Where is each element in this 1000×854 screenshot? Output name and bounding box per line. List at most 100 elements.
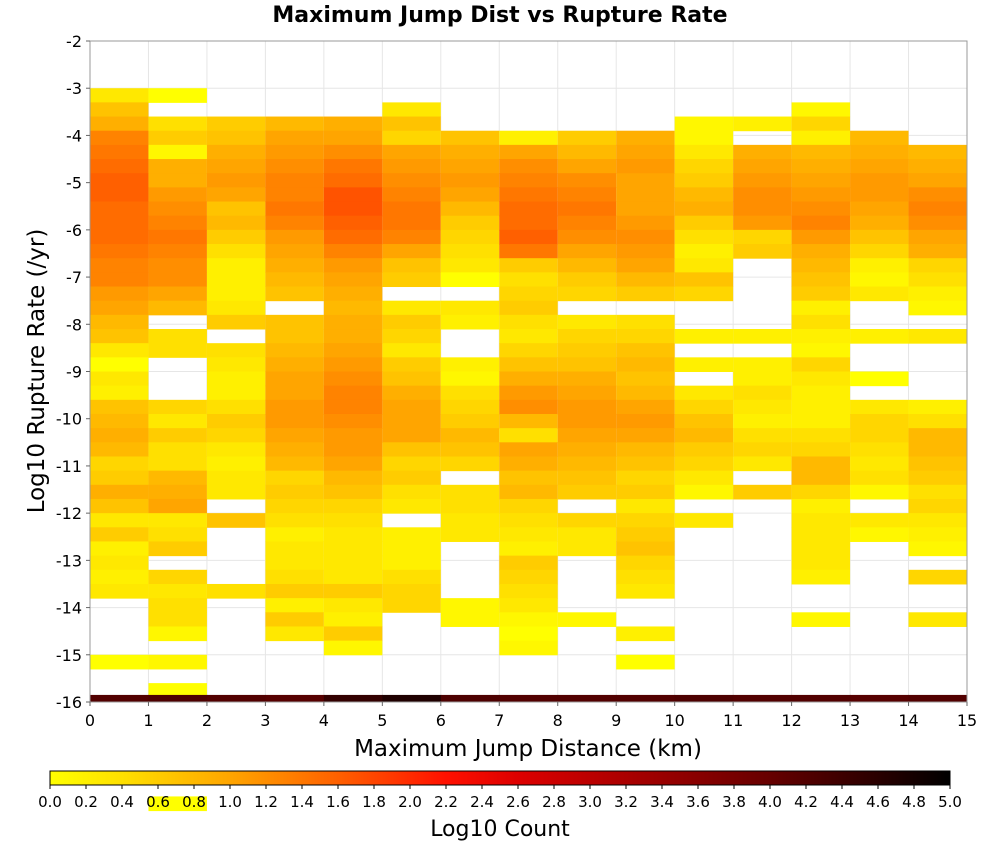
colorbar-tick-label: 2.2 (434, 793, 458, 811)
heatmap-cell (733, 144, 792, 160)
heatmap-cell (148, 130, 207, 146)
heatmap-cell (323, 385, 383, 401)
heatmap-cell (499, 694, 559, 702)
heatmap-cell (908, 694, 968, 702)
heatmap-cell (323, 694, 383, 702)
heatmap-cell (908, 456, 967, 472)
heatmap-cell (674, 130, 734, 146)
heatmap-cell (616, 173, 675, 188)
y-tick-label: -16 (56, 693, 82, 712)
heatmap-cell (850, 173, 909, 188)
heatmap-cell (791, 229, 851, 245)
heatmap-cell (557, 428, 617, 443)
x-tick-label: 12 (781, 711, 801, 730)
heatmap-cell (265, 159, 324, 174)
heatmap-cell (440, 442, 500, 457)
x-tick-label: 15 (957, 711, 977, 730)
heatmap-cell (148, 683, 207, 698)
heatmap-cell (499, 286, 558, 302)
heatmap-cell (908, 201, 967, 217)
heatmap-cell (440, 413, 500, 429)
heatmap-cell (791, 456, 851, 472)
heatmap-cell (791, 187, 851, 203)
heatmap-cell (674, 215, 734, 231)
heatmap-cell (323, 187, 383, 203)
heatmap-cell (908, 272, 967, 288)
heatmap-cell (791, 102, 851, 118)
y-tick-label: -4 (66, 126, 82, 145)
heatmap-cell (323, 399, 383, 415)
heatmap-cell (733, 329, 792, 344)
heatmap-cell (791, 498, 851, 514)
y-tick-label: -11 (56, 457, 82, 476)
colorbar-tick-label: 2.8 (542, 793, 566, 811)
heatmap-cell (850, 159, 909, 174)
heatmap-cell (674, 357, 734, 372)
y-tick-label: -2 (66, 32, 82, 51)
heatmap-cell (499, 498, 558, 514)
heatmap-cell (440, 300, 500, 316)
heatmap-cell (148, 428, 207, 443)
y-tick-label: -13 (56, 551, 82, 570)
heatmap-cell (440, 598, 500, 613)
heatmap-cell (440, 428, 500, 443)
heatmap-cell (616, 215, 675, 231)
heatmap-cell (791, 413, 851, 429)
heatmap-cell (616, 244, 675, 259)
heatmap-cell (440, 130, 500, 146)
heatmap-cell (323, 612, 383, 627)
heatmap-cell (90, 569, 149, 585)
heatmap-cell (791, 541, 851, 557)
heatmap-cell (908, 527, 967, 542)
heatmap-cell (733, 371, 792, 387)
heatmap-cell (674, 385, 734, 401)
heatmap-cell (557, 258, 617, 273)
heatmap-cell (382, 187, 441, 203)
heatmap-cell (791, 130, 851, 146)
heatmap-cell (440, 215, 500, 231)
heatmap-cell (90, 102, 149, 118)
heatmap-cell (265, 244, 324, 259)
heatmap-cell (148, 541, 207, 557)
x-tick-label: 6 (436, 711, 446, 730)
heatmap-cell (265, 456, 324, 472)
heatmap-cell (616, 357, 675, 372)
colorbar-tick-label: 1.2 (254, 793, 278, 811)
heatmap-cell (265, 215, 324, 231)
y-tick-label: -9 (66, 363, 82, 382)
heatmap-cell (616, 159, 675, 174)
heatmap-cell (148, 583, 207, 599)
heatmap-cell (440, 357, 500, 372)
heatmap-cell (616, 399, 675, 415)
heatmap-cell (908, 286, 967, 302)
heatmap-cell (90, 229, 149, 245)
heatmap-cell (90, 286, 149, 302)
heatmap-cell (382, 102, 441, 118)
heatmap-cell (90, 442, 149, 457)
heatmap-cell (733, 201, 792, 217)
heatmap-cell (382, 498, 441, 514)
heatmap-cell (206, 413, 266, 429)
heatmap-cell (791, 612, 851, 627)
heatmap-cell (791, 329, 851, 344)
x-tick-label: 13 (840, 711, 860, 730)
heatmap-cell (850, 399, 909, 415)
heatmap-cell (616, 569, 675, 585)
heatmap-cell (440, 527, 500, 542)
heatmap-cell (265, 626, 324, 642)
heatmap-cell (616, 541, 675, 557)
heatmap-cell (323, 244, 383, 259)
heatmap-cell (850, 187, 909, 203)
heatmap-cell (557, 329, 617, 344)
heatmap-cell (499, 343, 558, 358)
heatmap-cell (733, 442, 792, 457)
heatmap-cell (382, 229, 441, 245)
heatmap-cell (206, 229, 266, 245)
heatmap-cell (265, 598, 324, 613)
heatmap-cell (382, 300, 441, 316)
heatmap-cell (323, 555, 383, 571)
heatmap-cell (616, 428, 675, 443)
heatmap-cell (323, 527, 383, 542)
heatmap-cell (265, 371, 324, 387)
heatmap-cell (499, 244, 558, 259)
